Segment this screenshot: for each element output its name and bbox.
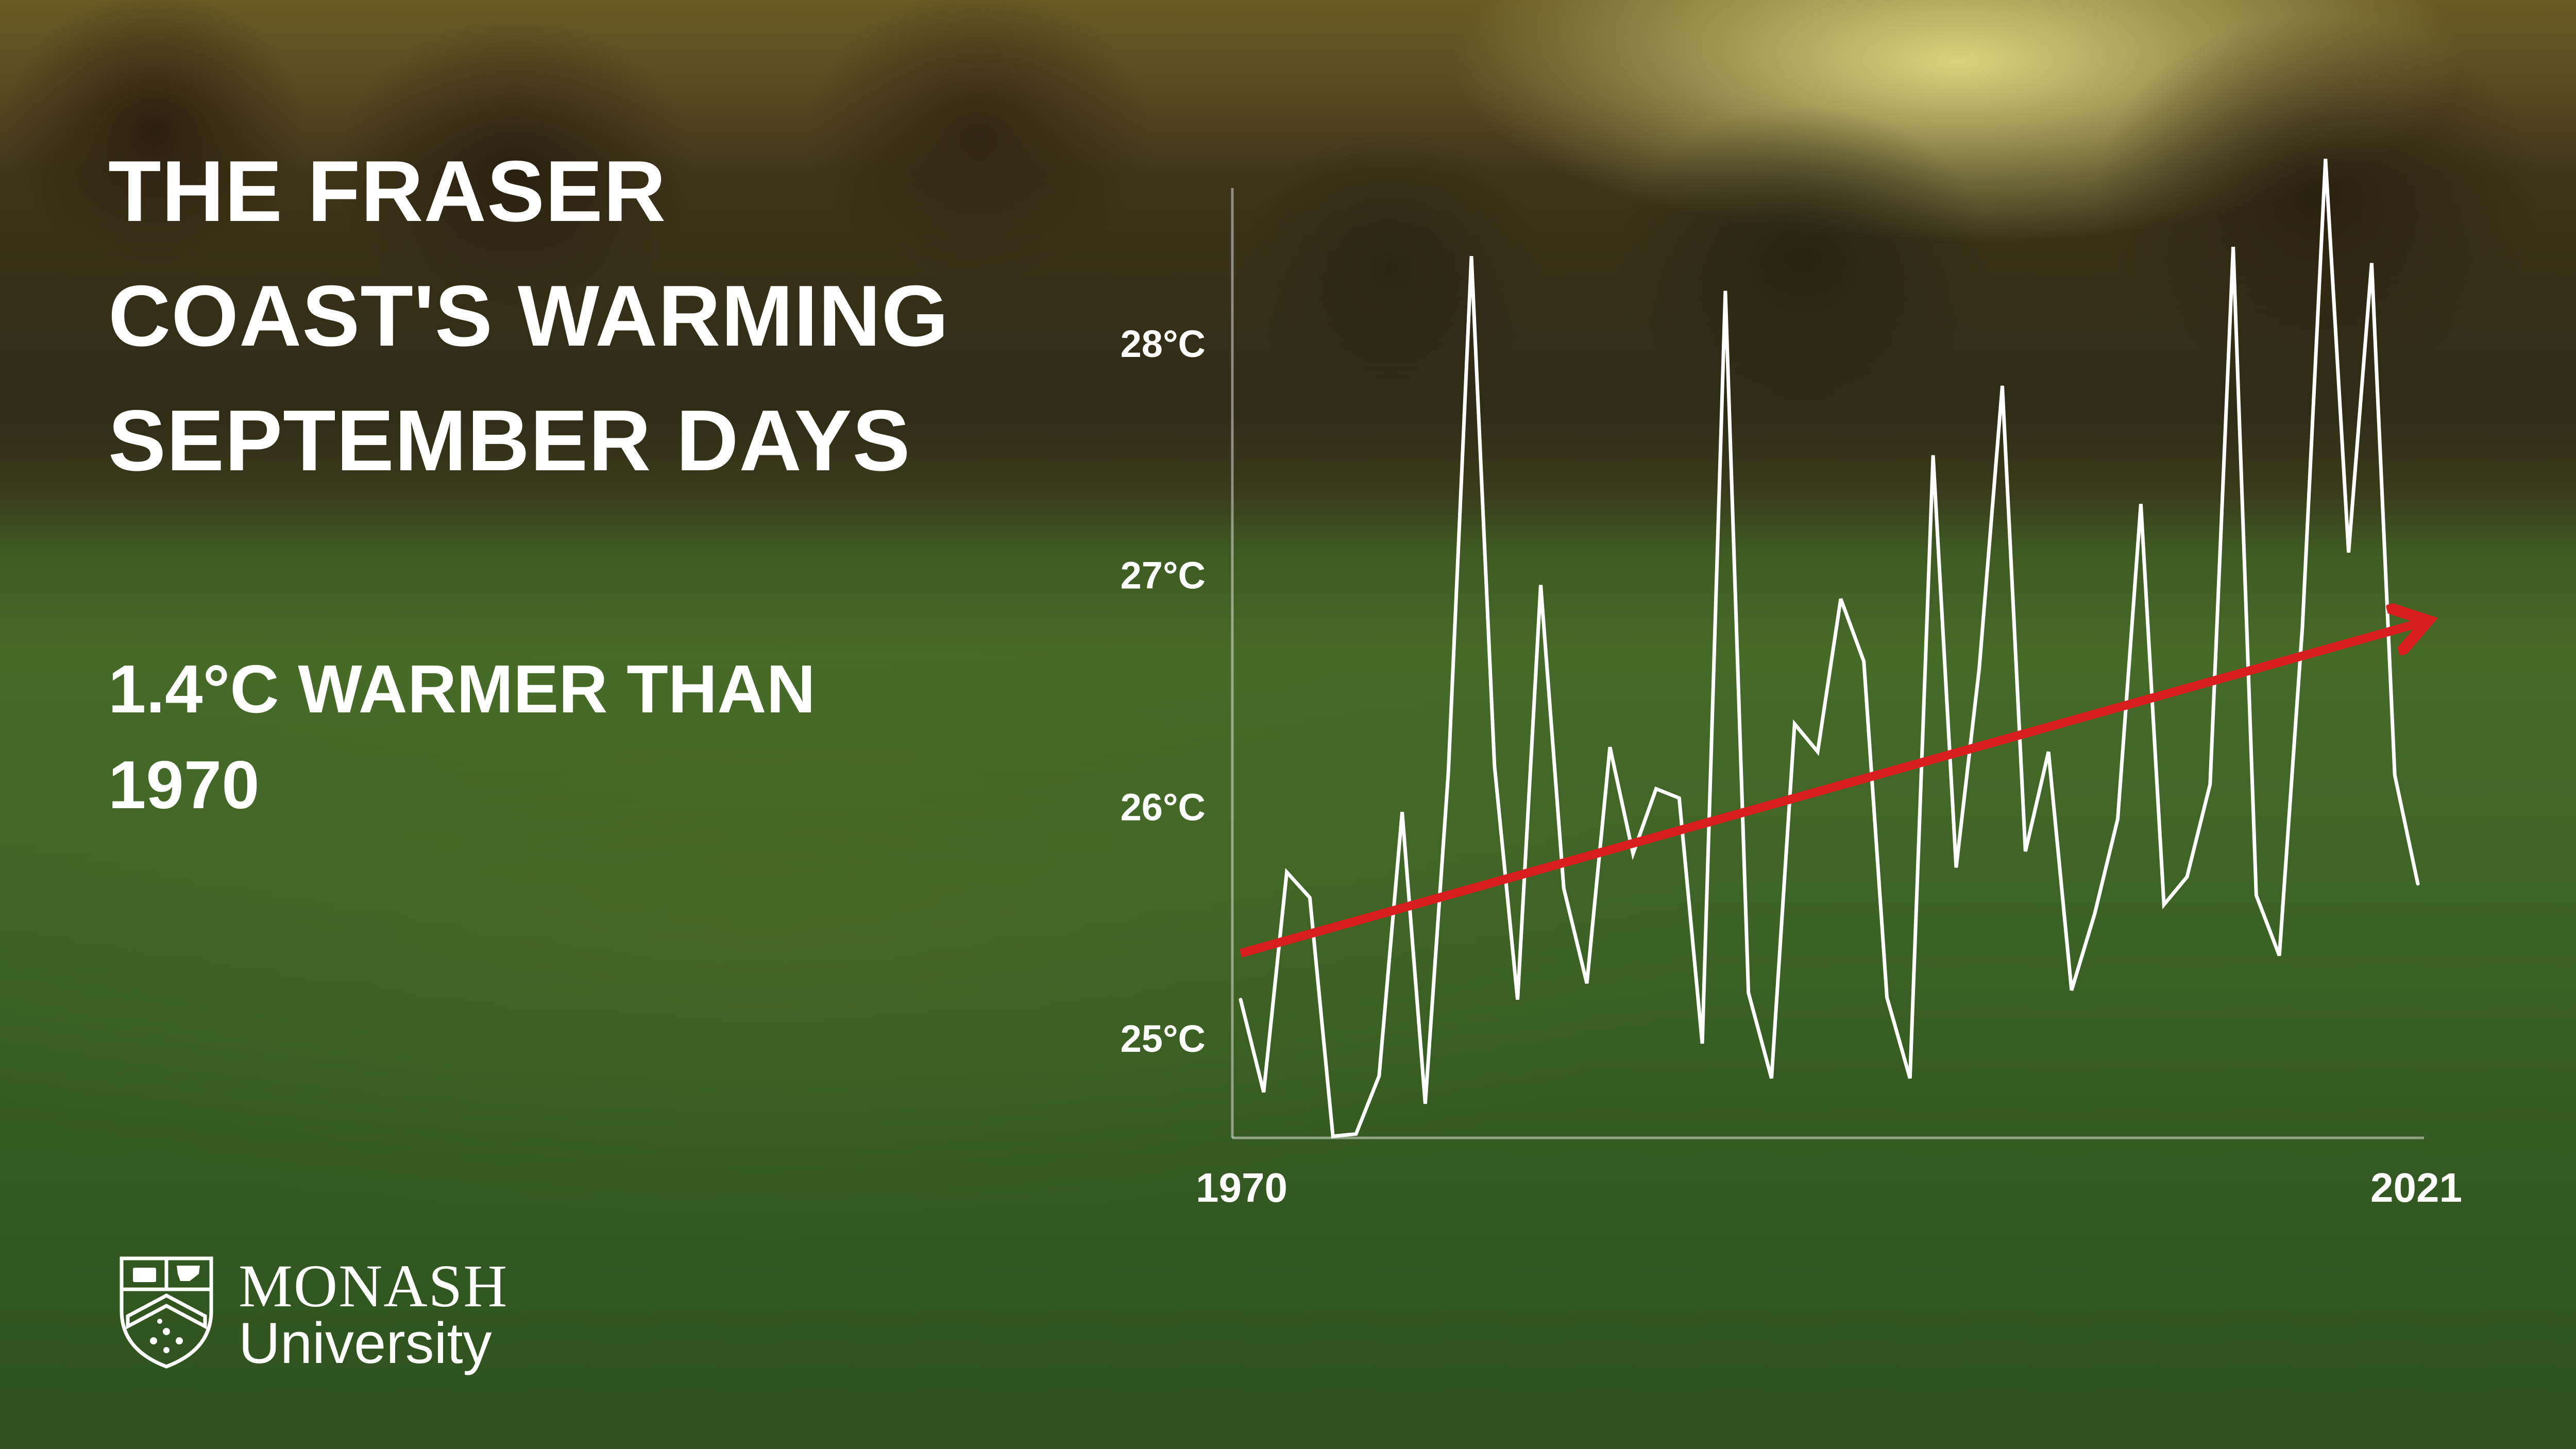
summary-line-1: 1.4°C WARMER THAN bbox=[108, 651, 816, 727]
summary-line-2: 1970 bbox=[108, 747, 260, 823]
title-line-2: COAST'S WARMING bbox=[108, 267, 950, 364]
background-grass bbox=[0, 556, 2576, 1449]
title-line-1: THE FRASER bbox=[108, 143, 667, 240]
y-tick-label: 25°C bbox=[1121, 1017, 1206, 1060]
y-tick-labels: 25°C 26°C 27°C 28°C bbox=[1121, 322, 1206, 1060]
chart-axes bbox=[1231, 188, 2424, 1139]
temperature-line bbox=[1239, 159, 2420, 1138]
y-tick-label: 28°C bbox=[1121, 322, 1206, 365]
temperature-series bbox=[1239, 159, 2420, 1138]
trend-arrow-group bbox=[1239, 622, 2423, 958]
y-tick-label: 27°C bbox=[1121, 554, 1206, 597]
x-tick-label: 1970 bbox=[1196, 1165, 1287, 1211]
trend-arrow bbox=[1239, 622, 2423, 958]
y-tick-label: 26°C bbox=[1121, 786, 1206, 828]
background-treeline bbox=[0, 0, 2576, 592]
title-line-3: SEPTEMBER DAYS bbox=[108, 392, 911, 489]
warming-summary: 1.4°C WARMER THAN 1970 bbox=[108, 641, 984, 833]
chart-title: THE FRASER COAST'S WARMING SEPTEMBER DAY… bbox=[108, 129, 1036, 503]
logo-wordmark: MONASH bbox=[239, 1252, 509, 1320]
x-tick-label: 2021 bbox=[2370, 1165, 2462, 1211]
x-tick-labels: 1970 2021 bbox=[1196, 1165, 2462, 1211]
monash-logo: MONASH University bbox=[112, 1247, 540, 1380]
logo-subtext: University bbox=[239, 1311, 492, 1375]
monash-crest-icon bbox=[120, 1256, 213, 1369]
